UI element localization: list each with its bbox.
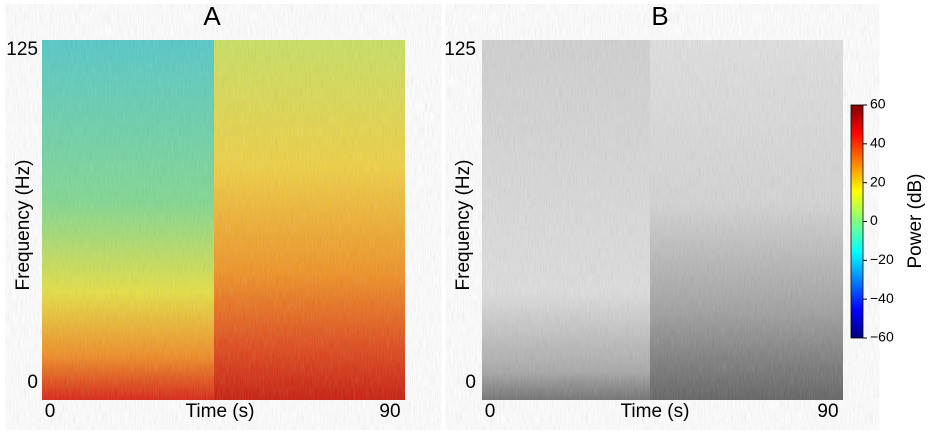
spectrogram-a	[42, 40, 405, 400]
x-axis-label: Time (s)	[621, 401, 690, 422]
colorbar-tick-label: −40	[870, 290, 894, 306]
y-tick-label: 125	[444, 39, 476, 60]
colorbar-label: Power (dB)	[905, 173, 926, 268]
panel-title: B	[651, 1, 668, 31]
y-axis-label: Frequency (Hz)	[453, 160, 474, 291]
x-axis-label: Time (s)	[186, 401, 255, 422]
x-tick-label: 90	[817, 401, 838, 422]
spectrogram-b	[482, 40, 843, 400]
colorbar-tick-label: −20	[870, 251, 894, 267]
y-tick-label: 125	[6, 39, 38, 60]
colorbar-tick-label: 40	[870, 135, 886, 151]
colorbar	[850, 104, 864, 339]
y-tick-label: 0	[465, 372, 476, 393]
colorbar-tick-label: 0	[870, 212, 878, 228]
colorbar-tick-label: −60	[870, 329, 894, 345]
x-tick-label: 0	[45, 401, 56, 422]
x-tick-label: 90	[379, 401, 400, 422]
colorbar-tick-label: 20	[870, 173, 886, 189]
y-axis-label: Frequency (Hz)	[13, 160, 34, 291]
y-tick-label: 0	[27, 372, 38, 393]
x-tick-label: 0	[485, 401, 496, 422]
panel-title: A	[203, 1, 221, 31]
colorbar-tick-label: 60	[870, 96, 886, 112]
